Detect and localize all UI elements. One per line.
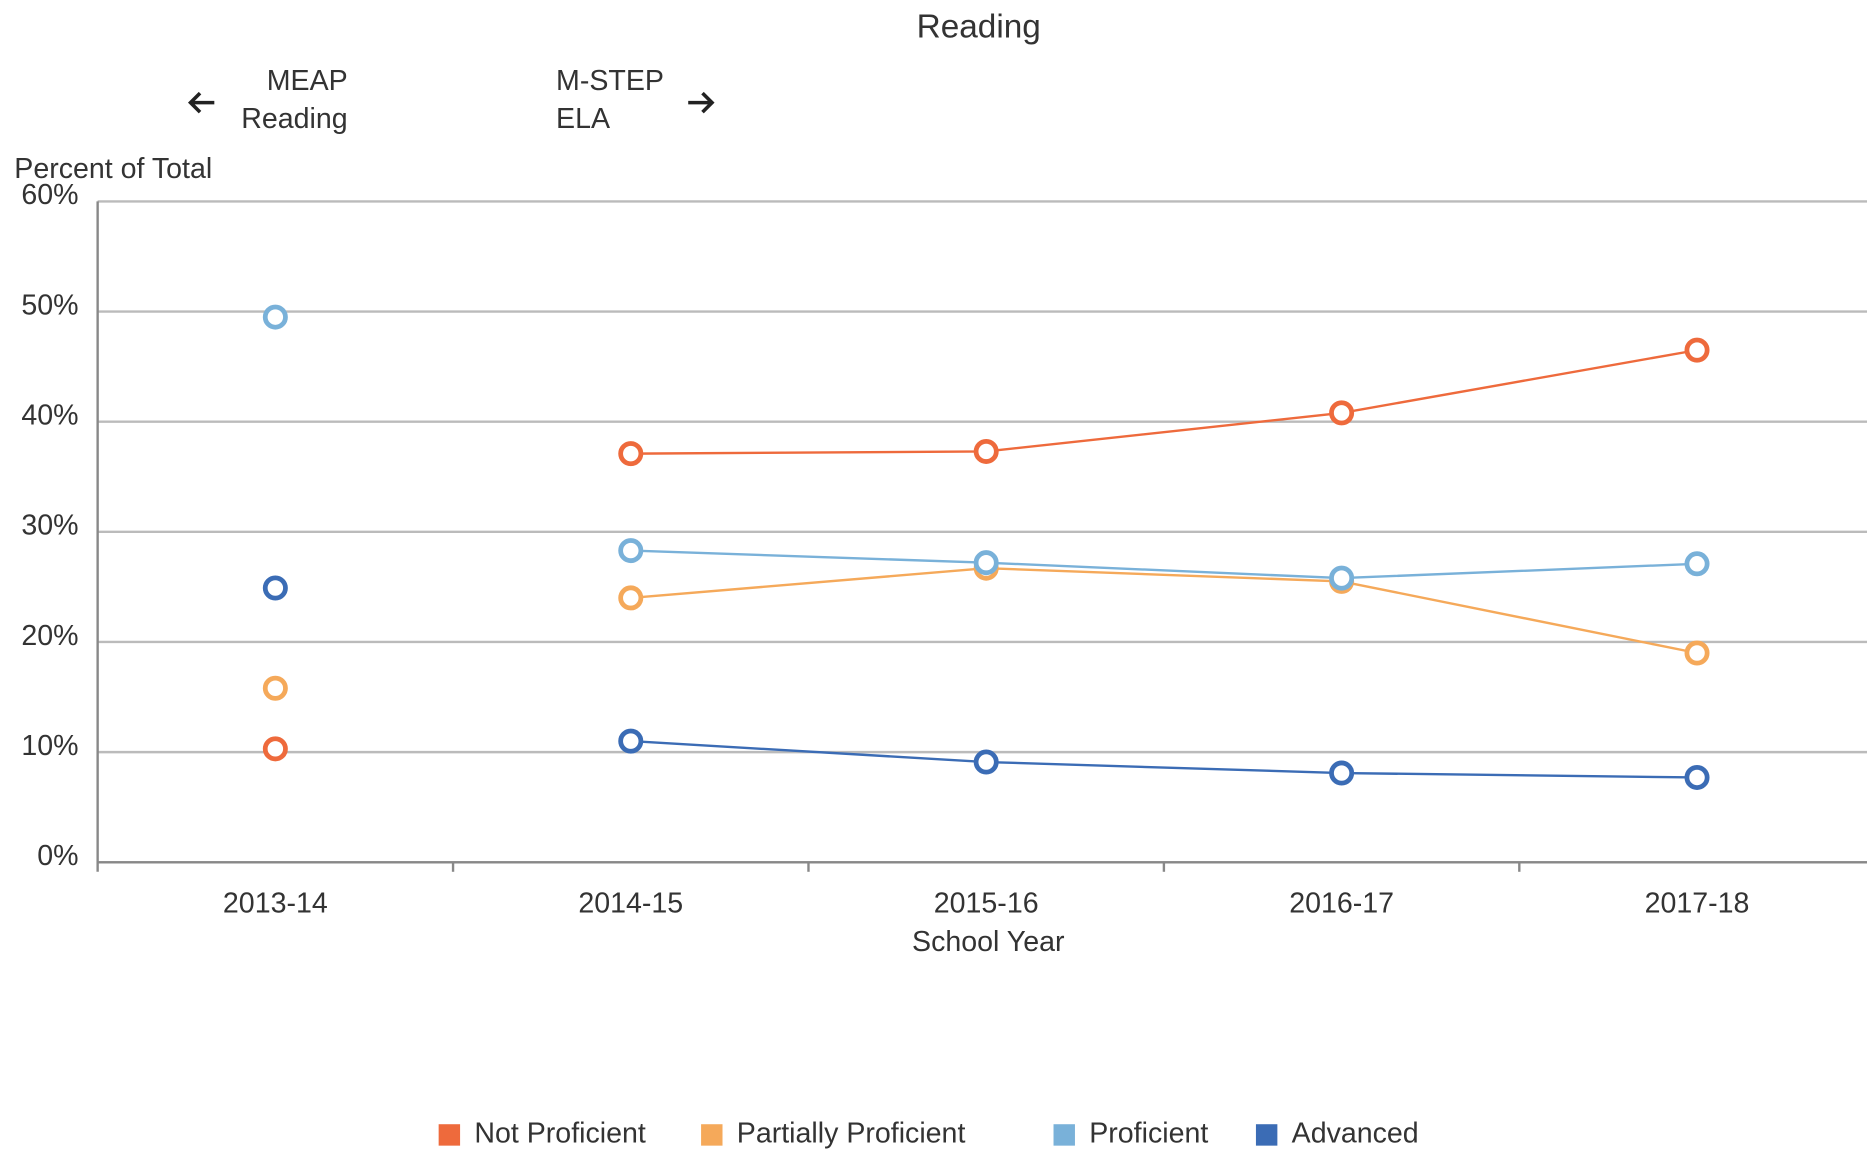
annotation: M-STEP [556,65,664,97]
marker [262,304,288,330]
x-tick-label: 2016-17 [1289,888,1394,920]
marker [1684,337,1710,363]
annotation: MEAP [267,65,348,97]
legend-label: Proficient [1089,1117,1208,1149]
y-tick-label: 60% [21,179,78,211]
marker [1329,400,1355,426]
marker [618,585,644,611]
marker [1684,551,1710,577]
marker [973,749,999,775]
marker [262,736,288,762]
x-axis-label: School Year [912,926,1065,958]
series-line [630,549,1698,580]
series-line [630,348,1698,455]
x-tick-label: 2013-14 [223,888,328,920]
legend-swatch [1255,1124,1278,1146]
marker [1684,640,1710,666]
arrow-left [187,91,215,114]
marker [973,438,999,464]
chart-title: Reading [917,9,1041,46]
marker [1329,760,1355,786]
x-tick-label: 2017-18 [1645,888,1750,920]
annotation: ELA [556,103,610,135]
marker [1329,565,1355,591]
legend-swatch [1053,1124,1075,1146]
y-tick-label: 40% [21,399,78,431]
marker [262,575,288,601]
arrow-right [688,91,715,114]
y-tick-label: 10% [21,730,78,762]
x-tick-label: 2014-15 [578,888,683,920]
marker [618,728,644,754]
y-axis-label: Percent of Total [14,153,212,185]
legend-swatch [438,1124,461,1146]
marker [1684,764,1710,790]
y-tick-label: 50% [21,289,78,321]
x-tick-label: 2015-16 [934,888,1039,920]
legend-swatch [701,1124,723,1146]
marker [973,550,999,576]
marker [262,675,288,701]
annotation: Reading [241,103,347,135]
marker [618,538,644,564]
legend-label: Advanced [1292,1117,1419,1149]
legend-label: Not Proficient [474,1117,646,1149]
y-tick-label: 0% [37,840,78,872]
legend-label: Partially Proficient [737,1117,966,1149]
series-line [630,739,1698,779]
y-tick-label: 30% [21,510,78,542]
y-tick-label: 20% [21,620,78,652]
series-line [630,567,1698,655]
marker [618,441,644,467]
